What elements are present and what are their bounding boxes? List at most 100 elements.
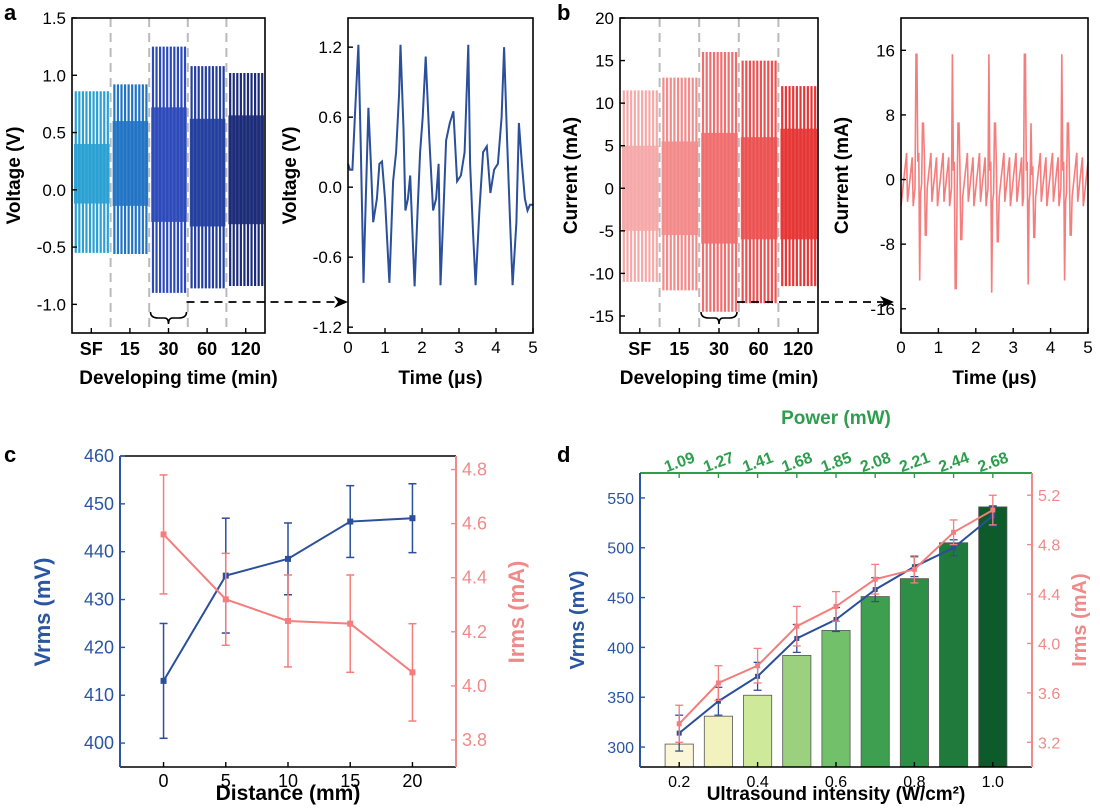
- d-ytick-label: 400: [607, 640, 634, 657]
- d-bar: [860, 596, 890, 768]
- c-ytick-label-right: 4.2: [462, 622, 487, 642]
- b-left-ytick-label: 5: [605, 137, 614, 156]
- d-bar: [978, 506, 1008, 768]
- b-right-ytick-label: 0: [886, 171, 895, 190]
- b-left-category-label: SF: [628, 339, 651, 359]
- d-xtick-label: 0.2: [668, 774, 690, 791]
- b-left-ytick-label: 0: [605, 179, 614, 198]
- b-left-ytick-label: 10: [595, 94, 614, 113]
- d-ytick-label: 350: [607, 690, 634, 707]
- panel-label-a: a: [4, 0, 17, 25]
- c-ytick-label-right: 3.8: [462, 730, 487, 750]
- a-right-xtick-label: 3: [454, 338, 463, 357]
- c-xlabel: Distance (mm): [216, 782, 361, 805]
- panel-label-c: c: [4, 442, 16, 467]
- a-right-xtick-label: 2: [417, 338, 426, 357]
- d-bar: [899, 578, 929, 768]
- d-ylabel-right: Irms (mA): [1069, 573, 1091, 666]
- b-left-ytick-label: -10: [589, 264, 614, 283]
- a-right-ytick-label: 0.6: [318, 108, 342, 127]
- a-left-category-label: 30: [158, 339, 178, 359]
- a-left-burst-core: [228, 115, 264, 225]
- b-left-category-label: 30: [709, 339, 729, 359]
- a-left-category-label: 60: [197, 339, 217, 359]
- a-left-ytick-label: -0.5: [37, 238, 66, 257]
- d-ytick-label-right: 4.0: [1038, 636, 1060, 653]
- b-arrow-head: [880, 296, 894, 308]
- c-data-point: [285, 555, 291, 562]
- a-right-xtick-label: 5: [528, 338, 537, 357]
- a-right-plot-frame: [347, 17, 534, 334]
- a-right-xtick-label: 1: [380, 338, 389, 357]
- c-ylabel-left: Vrms (mV): [30, 558, 55, 667]
- b-left-burst-core: [622, 145, 659, 231]
- c-data-point: [285, 617, 291, 624]
- b-right-ytick-label: -16: [870, 300, 895, 319]
- c-data-point: [160, 677, 167, 684]
- panel-d-rms-vs-ultrasound-intensity: 550 500 450 400 350 300 5.2 4.8 4.4 4.0 3.6 3.2 0.2 0…: [567, 408, 1091, 805]
- b-left-xlabel: Developing time (min): [620, 368, 818, 389]
- a-left-ytick-label: 1.0: [42, 66, 66, 85]
- b-left-burst-core: [780, 128, 817, 240]
- d-bar: [703, 715, 733, 768]
- a-left-category-label: SF: [80, 339, 103, 359]
- a-left-ytick-label: 0.0: [42, 181, 66, 200]
- a-right-ytick-label: 1.2: [318, 38, 342, 57]
- d-bar: [743, 694, 773, 768]
- c-data-point: [222, 596, 229, 603]
- a-left-burst-core: [189, 118, 226, 227]
- a-left-ytick-label: 0.5: [42, 124, 66, 143]
- c-ytick-label: 420: [84, 637, 114, 657]
- b-right-ylabel: Current (mA): [832, 117, 853, 234]
- c-xtick-label: 5: [221, 771, 231, 791]
- d-xtick-label: 0.8: [903, 774, 925, 791]
- c-ylabel-right: Irms (mA): [504, 561, 529, 664]
- panel-a-voltage-waveform: 1.2 0.6 0.0 -0.6 -1.20 1 2 3 4 5 Voltage (V) Time (…: [280, 17, 538, 389]
- a-left-category-label: 120: [231, 339, 261, 359]
- c-xtick-label: 15: [340, 771, 360, 791]
- a-right-ytick-label: -0.6: [313, 248, 342, 267]
- a-right-xlabel: Time (μs): [398, 368, 482, 389]
- d-xtick-label: 0.6: [825, 774, 847, 791]
- b-left-burst-core: [701, 132, 738, 244]
- b-right-xtick-label: 1: [934, 338, 943, 357]
- c-ytick-label-right: 4.6: [462, 514, 487, 534]
- d-top-axis-label: Power (mW): [781, 408, 891, 429]
- b-right-xtick-label: 2: [971, 338, 980, 357]
- c-ytick-label: 460: [84, 446, 114, 466]
- d-bar: [821, 630, 851, 768]
- c-data-point: [409, 515, 416, 522]
- a-left-burst-core: [151, 107, 187, 222]
- b-left-category-label: 120: [783, 339, 813, 359]
- b-left-burst-core: [740, 137, 778, 240]
- a-left-zoom-brace: [149, 311, 188, 325]
- b-right-xtick-label: 5: [1083, 338, 1092, 357]
- b-left-ylabel: Current (mA): [561, 117, 582, 234]
- d-ytick-label: 300: [607, 740, 634, 757]
- c-xtick-label: 0: [159, 771, 169, 791]
- b-right-ytick-label: 8: [886, 106, 895, 125]
- a-left-ylabel: Voltage (V): [4, 127, 25, 225]
- b-left-category-label: 60: [749, 339, 769, 359]
- d-data-point: [755, 663, 761, 669]
- d-data-point: [833, 603, 839, 609]
- b-right-xlabel: Time (μs): [952, 368, 1036, 389]
- panel-c-rms-vs-distance: 460 450 440 430 420 410 400 4.8 4.6 4.4 4.2 4.0 3.8 0…: [30, 446, 529, 805]
- d-data-point: [794, 623, 800, 629]
- b-right-ytick-label: 16: [876, 41, 895, 60]
- a-left-ytick-label: 1.5: [42, 9, 66, 28]
- b-right-xtick-label: 0: [896, 338, 905, 357]
- a-right-ytick-label: -1.2: [313, 318, 342, 337]
- panel-label-b: b: [557, 0, 570, 25]
- b-left-zoom-brace: [700, 311, 738, 325]
- a-left-ytick-label: -1.0: [37, 295, 66, 314]
- d-ytick-label-right: 3.2: [1038, 735, 1060, 752]
- b-waveform-line: [900, 53, 1089, 293]
- a-right-xtick-label: 4: [491, 338, 500, 357]
- d-data-point: [715, 680, 721, 686]
- a-arrow-head: [334, 296, 348, 308]
- b-right-ytick-label: -8: [880, 235, 895, 254]
- panel-b-current-vs-developing-time: 20 15 10 5 0 -5 -10 -15 SF 15 30 60 120 Current (mA) D…: [561, 9, 894, 389]
